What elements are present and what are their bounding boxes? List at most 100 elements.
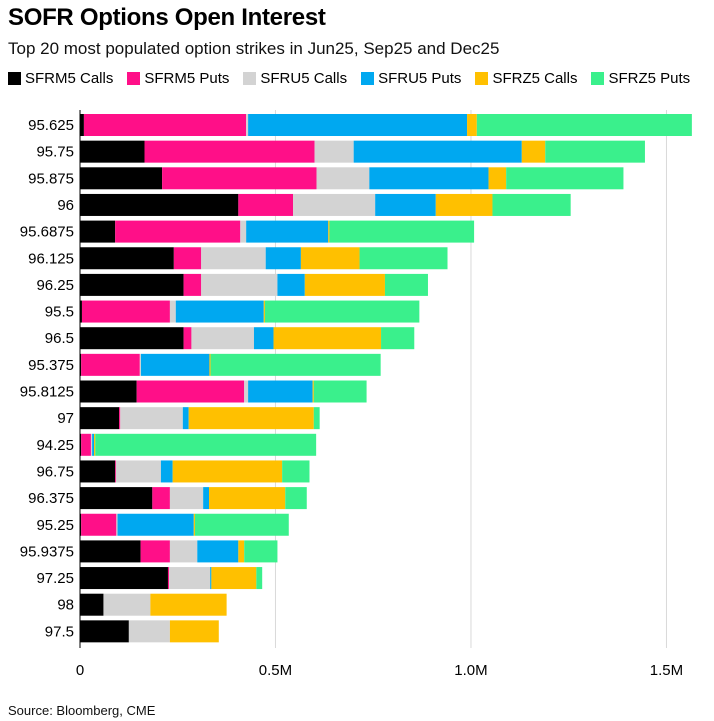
bar-segment — [81, 513, 117, 536]
bar-segment — [384, 273, 428, 296]
bar-segment — [119, 407, 121, 430]
bar-segment — [193, 513, 195, 536]
bar-segment — [81, 300, 170, 323]
bar-segment — [238, 193, 294, 216]
source-note: Source: Bloomberg, CME — [8, 703, 156, 718]
y-category-label: 96.375 — [28, 490, 74, 507]
y-category-label: 95.9375 — [20, 543, 74, 560]
y-category-label: 95.625 — [28, 117, 74, 134]
y-category-label: 96.25 — [36, 277, 74, 294]
y-category-label: 96 — [57, 197, 74, 214]
x-tick-label: 1.5M — [650, 662, 683, 679]
x-tick-label: 0.5M — [259, 662, 292, 679]
bar-segment — [316, 167, 370, 190]
bar-segment — [188, 407, 314, 430]
bar-segment — [81, 433, 91, 456]
bar-segment — [83, 114, 247, 136]
bar-segment — [285, 487, 307, 510]
bar-segment — [115, 220, 241, 243]
bar-segment — [80, 407, 120, 430]
chart-subtitle: Top 20 most populated option strikes in … — [8, 39, 500, 58]
bar-segment — [80, 247, 174, 270]
legend-item: SFRM5 Calls — [8, 68, 113, 88]
bar-segment — [128, 620, 170, 643]
bar-segment — [253, 327, 274, 350]
legend-item: SFRM5 Puts — [127, 68, 229, 88]
bar-segment — [238, 540, 245, 563]
bar-segment — [312, 380, 314, 403]
y-category-label: 95.8125 — [20, 384, 74, 401]
legend-label: SFRZ5 Calls — [492, 69, 578, 87]
bar-segment — [201, 273, 278, 296]
bar-segment — [375, 193, 436, 216]
bar-segment — [140, 540, 170, 563]
bar-segment — [183, 327, 192, 350]
bar-segment — [140, 353, 210, 376]
legend-swatch — [127, 71, 141, 85]
bar-segment — [80, 300, 82, 323]
bar-segment — [160, 460, 173, 483]
bar-segment — [169, 487, 204, 510]
bar-segment — [80, 167, 163, 190]
bar-segment — [80, 327, 184, 350]
bar-segment — [175, 300, 264, 323]
bar-segment — [120, 407, 183, 430]
bar-segment — [183, 273, 202, 296]
bar-segment — [244, 540, 278, 563]
bar-segment — [435, 193, 493, 216]
bar-segment — [169, 300, 176, 323]
bar-segment — [240, 220, 247, 243]
bar-segment — [80, 460, 116, 483]
bar-segment — [313, 407, 320, 430]
bar-segment — [173, 247, 202, 270]
bar-segment — [90, 433, 93, 456]
y-category-label: 95.875 — [28, 170, 74, 187]
bar-segment — [246, 220, 329, 243]
y-category-label: 96.125 — [28, 250, 74, 267]
y-category-label: 95.75 — [36, 144, 74, 161]
legend-item: SFRU5 Calls — [243, 68, 347, 88]
bar-segment — [203, 487, 210, 510]
bar-segment — [359, 247, 448, 270]
bar-segment — [381, 327, 415, 350]
bar-segment — [313, 380, 367, 403]
bar-segment — [80, 220, 116, 243]
bar-segment — [80, 273, 184, 296]
y-category-label: 97.25 — [36, 570, 74, 587]
bar-segment — [139, 353, 141, 376]
bar-segment — [150, 593, 227, 616]
bar-segment — [209, 487, 286, 510]
legend-swatch — [8, 71, 21, 85]
x-tick-label: 1.0M — [454, 662, 487, 679]
y-category-label: 94.25 — [36, 437, 74, 454]
bar-segment — [167, 567, 170, 590]
bar-segment — [80, 593, 104, 616]
bar-segment — [314, 140, 354, 163]
bar-segment — [273, 327, 382, 350]
bar-segment — [194, 513, 289, 536]
bar-segment — [80, 513, 82, 536]
legend-item: SFRZ5 Puts — [591, 68, 690, 88]
bar-segment — [300, 247, 360, 270]
bar-segment — [117, 513, 194, 536]
bar-segment — [80, 487, 153, 510]
legend-item: SFRZ5 Calls — [475, 68, 577, 88]
bar-segment — [248, 380, 313, 403]
bar-segment — [201, 247, 266, 270]
bar-segment — [492, 193, 571, 216]
bar-segment — [244, 380, 249, 403]
bar-segment — [256, 567, 263, 590]
bar-segment — [80, 140, 145, 163]
legend-label: SFRZ5 Puts — [608, 69, 691, 87]
bar-segment — [304, 273, 385, 296]
legend-label: SFRU5 Calls — [260, 69, 348, 87]
bar-segment — [545, 140, 645, 163]
y-category-label: 96.75 — [36, 463, 74, 480]
bar-segment — [136, 380, 245, 403]
bar-segment — [169, 567, 211, 590]
bar-segment — [115, 460, 161, 483]
bar-segment — [169, 620, 219, 643]
y-category-label: 95.5 — [45, 304, 74, 321]
bar-segment — [265, 247, 301, 270]
